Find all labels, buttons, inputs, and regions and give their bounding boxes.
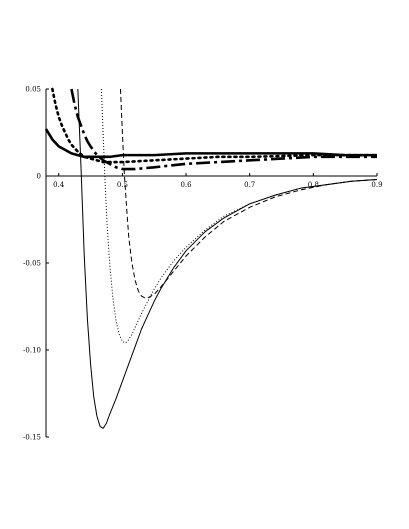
tick-labels: 0.4 0.5 0.6 0.7 0.8 0.9 0.05 0 -0.05 -0.10 -0.15: [23, 86, 383, 442]
x-tick-label: 0.4: [53, 181, 65, 189]
series-line-thin-dashed: [119, 88, 378, 299]
plot-lines: [44, 87, 379, 429]
x-tick-label: 0.7: [244, 181, 255, 189]
tick-marks: [46, 88, 378, 438]
x-tick-label: 0.8: [308, 181, 319, 189]
x-tick-label: 0.5: [117, 181, 128, 189]
y-tick-label: -0.10: [23, 347, 41, 355]
series-line-thin-solid: [77, 88, 378, 429]
y-tick-label: -0.05: [23, 260, 41, 268]
series-line-thick-solid: [44, 128, 377, 159]
series-line-thick-dotted: [51, 87, 379, 164]
x-tick-label: 0.6: [180, 181, 192, 189]
y-tick-label: 0: [37, 173, 41, 181]
y-tick-label: 0.05: [25, 86, 41, 94]
series-line-dotted: [100, 88, 378, 344]
series-line-thick-dashed: [70, 88, 377, 171]
y-tick-label: -0.15: [23, 434, 41, 442]
x-tick-label: 0.9: [371, 181, 382, 189]
axes: [45, 89, 377, 437]
